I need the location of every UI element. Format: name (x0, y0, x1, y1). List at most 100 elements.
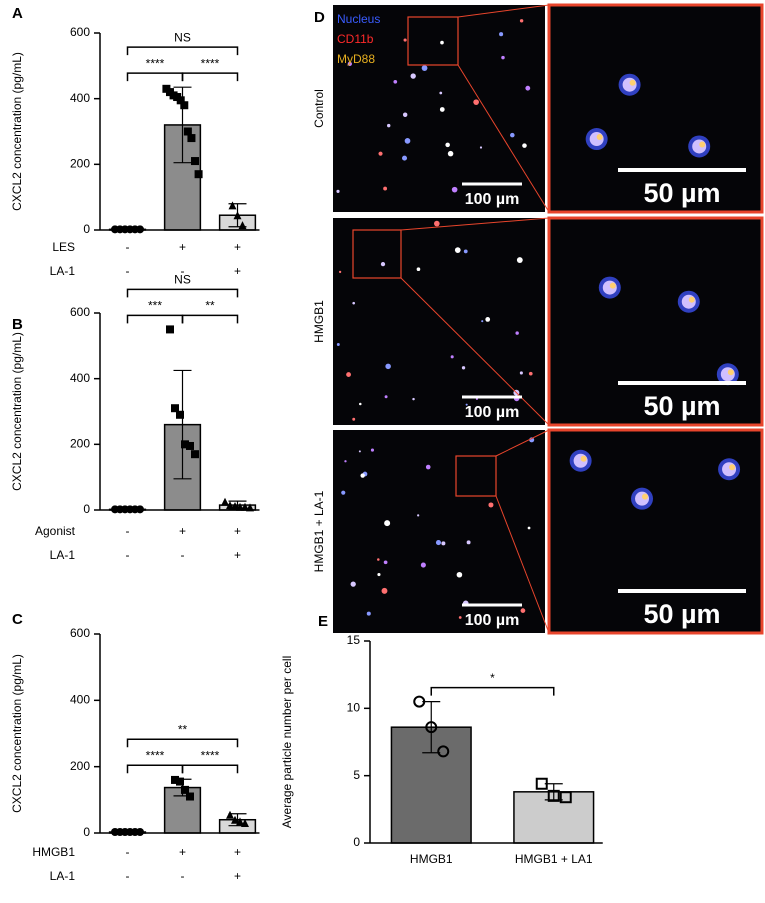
x-tick-label: HMGB1 (410, 852, 453, 866)
cell (350, 581, 356, 587)
channel-legend: Nucleus (337, 12, 380, 26)
row-label: HMGB1 + LA-1 (312, 490, 326, 572)
significance-label: **** (201, 748, 220, 762)
data-point (191, 450, 199, 459)
cell (385, 363, 391, 370)
image (333, 5, 545, 212)
cell (410, 73, 416, 79)
cell (629, 79, 636, 86)
cell (510, 132, 515, 138)
significance-label: *** (148, 299, 162, 313)
cell (466, 540, 471, 545)
cell (377, 558, 380, 561)
data-point (186, 792, 194, 801)
significance-bracket (181, 314, 239, 324)
cell (383, 186, 388, 191)
data-point (437, 745, 450, 758)
cell (520, 608, 526, 613)
panel-label: C (12, 611, 23, 628)
y-tick-label: 600 (70, 626, 90, 640)
y-axis-label: CXCL2 concentration (pg/mL) (10, 332, 24, 491)
data-point (186, 441, 194, 450)
channel-legend: CD11b (337, 32, 374, 46)
cell (609, 282, 616, 289)
data-point (176, 96, 185, 105)
cell (402, 112, 408, 117)
data-point (171, 404, 179, 413)
significance-bracket (181, 764, 239, 774)
y-axis-label: CXCL2 concentration (pg/mL) (10, 654, 24, 813)
row-label: HMGB1 (312, 300, 326, 343)
zoom-box (352, 229, 402, 279)
y-axis-label: CXCL2 concentration (pg/mL) (10, 52, 24, 211)
condition-name: LA-1 (50, 869, 76, 883)
condition-value: + (179, 845, 186, 859)
cell (360, 473, 365, 478)
cell (341, 490, 346, 495)
data-point (176, 777, 184, 786)
cell (488, 502, 494, 508)
y-tick-label: 400 (70, 91, 90, 105)
y-tick-label: 0 (353, 835, 360, 849)
cell (454, 247, 461, 253)
x-tick-label: HMGB1 + LA1 (515, 852, 593, 866)
cell (380, 262, 386, 267)
condition-value: - (126, 845, 130, 859)
data-point (191, 157, 200, 166)
cell (499, 32, 504, 37)
cell (481, 320, 484, 323)
image (547, 216, 764, 427)
cell (377, 572, 381, 577)
cell (435, 540, 442, 546)
cell (352, 301, 356, 305)
cell (642, 493, 649, 500)
condition-value: + (234, 845, 241, 859)
y-tick-label: 5 (353, 768, 360, 782)
cell (346, 372, 351, 377)
zoom-line (457, 4, 550, 18)
data-point (238, 221, 247, 230)
cell (519, 19, 524, 23)
panel-label: D (314, 9, 325, 26)
zoom-line (495, 429, 550, 457)
cell (412, 397, 415, 401)
data-point (241, 819, 249, 828)
scale-label: 50 µm (643, 178, 720, 208)
condition-name: Agonist (35, 524, 76, 538)
data-point (241, 502, 249, 511)
significance-bracket (126, 738, 239, 748)
cell (458, 616, 462, 619)
cell (522, 143, 527, 148)
scale-label: 100 µm (465, 191, 520, 208)
data-point (136, 828, 144, 837)
data-point (181, 785, 189, 794)
data-point (425, 721, 438, 734)
scale-label: 50 µm (643, 391, 720, 421)
condition-value: + (179, 524, 186, 538)
data-point (233, 211, 242, 220)
cell (727, 369, 734, 376)
data-point (236, 817, 244, 826)
cell (358, 450, 361, 453)
cell (473, 99, 479, 106)
cell (336, 189, 340, 193)
cell (450, 355, 454, 359)
cell (425, 464, 431, 470)
cell (456, 571, 463, 578)
cell (366, 611, 371, 616)
condition-value: + (234, 869, 241, 883)
condition-value: - (181, 548, 185, 562)
zoom-line (400, 277, 550, 426)
cell (378, 151, 383, 156)
cell (516, 257, 523, 263)
data-point (226, 810, 234, 819)
cell (580, 455, 587, 462)
cell (596, 134, 603, 141)
data-point (226, 501, 234, 510)
row-label: Control (312, 89, 326, 128)
zoom-box (455, 455, 497, 497)
cell (485, 317, 491, 322)
cell (381, 587, 388, 594)
cell (384, 395, 388, 399)
y-tick-label: 400 (70, 693, 90, 707)
